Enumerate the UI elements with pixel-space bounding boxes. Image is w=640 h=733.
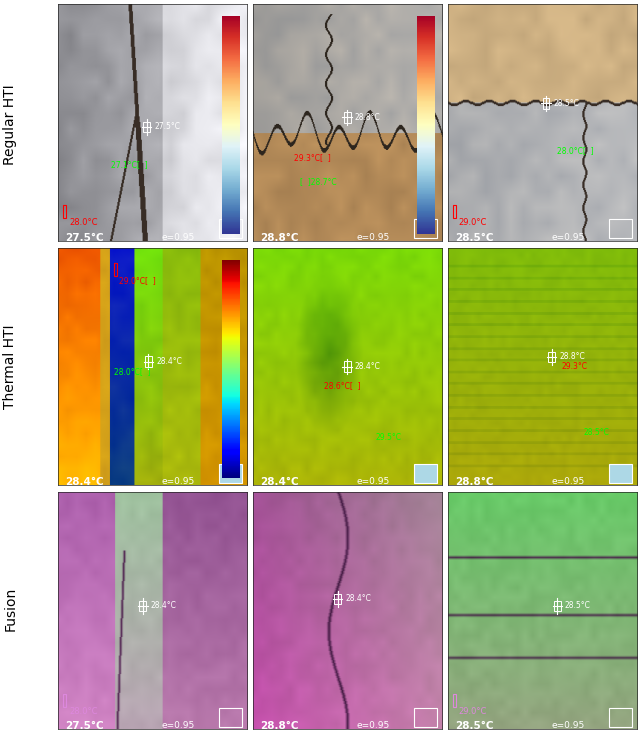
Text: Thermal HTI: Thermal HTI	[3, 324, 17, 409]
Text: 28.0°C[  ]: 28.0°C[ ]	[557, 146, 594, 155]
Text: [  ]28.7°C: [ ]28.7°C	[300, 177, 337, 186]
Text: e=0.95: e=0.95	[162, 721, 195, 730]
Text: e=0.95: e=0.95	[552, 476, 585, 486]
Bar	[63, 693, 66, 707]
Text: Fusion: Fusion	[3, 586, 17, 630]
Bar	[554, 600, 561, 611]
Text: e=0.95: e=0.95	[356, 232, 390, 241]
Text: 28.0°C[  ]: 28.0°C[ ]	[115, 366, 151, 376]
Text: e=0.95: e=0.95	[162, 476, 195, 486]
Bar	[63, 205, 66, 218]
Text: 28.8°C: 28.8°C	[260, 721, 299, 731]
Bar	[145, 356, 152, 367]
Text: 29.5°C: 29.5°C	[376, 433, 401, 442]
Text: 28.5°C: 28.5°C	[455, 721, 493, 731]
Text: 29.3°C: 29.3°C	[561, 362, 587, 371]
Text: 27.5°C: 27.5°C	[65, 232, 104, 243]
Text: 27.5°C: 27.5°C	[154, 122, 180, 131]
Bar	[140, 600, 146, 611]
FancyBboxPatch shape	[414, 464, 437, 483]
Text: 28.4°C: 28.4°C	[156, 357, 182, 366]
Text: 28.4°C: 28.4°C	[65, 476, 104, 487]
Text: 28.5°C: 28.5°C	[565, 601, 591, 611]
Text: e=0.95: e=0.95	[356, 721, 390, 730]
Bar	[143, 122, 150, 133]
Bar	[548, 352, 555, 362]
Bar	[335, 594, 341, 604]
Text: Regular HTI: Regular HTI	[3, 84, 17, 165]
Bar	[543, 98, 549, 108]
Bar	[453, 693, 456, 707]
Text: e=0.95: e=0.95	[552, 721, 585, 730]
Bar	[453, 205, 456, 218]
Text: 28.8°C: 28.8°C	[559, 353, 585, 361]
Text: 29.0°C: 29.0°C	[459, 707, 487, 716]
Text: 28.8°C: 28.8°C	[355, 113, 381, 122]
Bar	[115, 263, 117, 276]
Text: 28.4°C: 28.4°C	[355, 362, 381, 371]
Text: 29.0°C: 29.0°C	[459, 218, 487, 227]
Text: 28.4°C: 28.4°C	[260, 476, 299, 487]
Text: 29.3°C[  ]: 29.3°C[ ]	[294, 153, 331, 162]
Text: 28.0°C: 28.0°C	[69, 707, 97, 716]
Text: e=0.95: e=0.95	[552, 232, 585, 241]
Text: 27.5°C: 27.5°C	[65, 721, 104, 731]
Text: e=0.95: e=0.95	[356, 476, 390, 486]
Bar	[344, 112, 351, 123]
Text: 28.0°C: 28.0°C	[69, 218, 97, 227]
Text: 28.4°C: 28.4°C	[150, 601, 176, 611]
Text: 28.5°C: 28.5°C	[584, 428, 610, 438]
Text: 27.1°C[  ]: 27.1°C[ ]	[111, 161, 147, 169]
Text: 28.6°C[  ]: 28.6°C[ ]	[324, 381, 361, 390]
Text: 28.5°C: 28.5°C	[554, 98, 579, 108]
Text: 28.5°C: 28.5°C	[455, 232, 493, 243]
Text: 28.8°C: 28.8°C	[260, 232, 299, 243]
FancyBboxPatch shape	[220, 464, 242, 483]
Text: e=0.95: e=0.95	[162, 232, 195, 241]
Bar	[344, 361, 351, 372]
Text: 28.4°C: 28.4°C	[346, 594, 371, 603]
FancyBboxPatch shape	[609, 464, 632, 483]
Text: 28.8°C: 28.8°C	[455, 476, 493, 487]
Text: 29.0°C[  ]: 29.0°C[ ]	[119, 276, 156, 285]
